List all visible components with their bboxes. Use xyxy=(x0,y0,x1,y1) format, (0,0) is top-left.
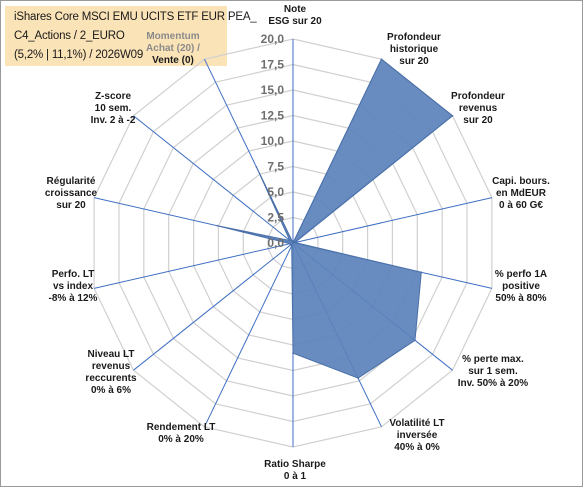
axis-label: Momentum Achat (20) / Vente (0) xyxy=(146,31,200,66)
axis-label: Profondeur revenus sur 20 xyxy=(451,91,505,126)
axis-label: Z-score 10 sem. Inv. 2 à -2 xyxy=(91,91,136,126)
data-point xyxy=(255,165,258,168)
axis-spoke xyxy=(133,242,294,371)
data-point xyxy=(289,239,291,242)
axis-spoke xyxy=(133,115,294,244)
tick-label: 17,5 xyxy=(261,58,285,72)
axis-label: Volatilité LT inversée 40% à 0% xyxy=(389,418,444,453)
tick-label: 5,0 xyxy=(267,185,284,199)
data-point xyxy=(216,225,219,227)
data-point xyxy=(380,58,383,60)
tick-label: 10,0 xyxy=(261,134,285,148)
title-line-1: iShares Core MSCI EMU UCITS ETF EUR PEA_ xyxy=(14,11,257,23)
data-point xyxy=(289,242,291,245)
tick-label: 2,5 xyxy=(267,211,284,225)
data-point xyxy=(451,115,454,117)
data-point xyxy=(414,339,416,342)
axis-spoke xyxy=(93,242,294,289)
axis-label: Régularité croissance sur 20 xyxy=(45,176,98,211)
data-point xyxy=(289,244,292,246)
axis-label: % perfo 1A positive 50% à 80% xyxy=(495,269,547,304)
axis-label: Profondeur historique sur 20 xyxy=(387,32,441,67)
radar-tick-labels: 0,0 2,5 5,0 7,5 10,0 12,5 15,0 17,5 20,0 xyxy=(261,32,285,250)
data-point xyxy=(420,271,423,274)
axis-label: Perfo. LT vs index -8% à 12% xyxy=(49,269,98,304)
axis-label: Rendement LT 0% à 20% xyxy=(147,422,216,445)
chart-title: iShares Core MSCI EMU UCITS ETF EUR PEA_… xyxy=(5,6,257,66)
axis-spoke xyxy=(292,197,493,244)
tick-label: 12,5 xyxy=(261,109,285,123)
data-point xyxy=(294,241,296,244)
tick-label: 15,0 xyxy=(261,83,285,97)
tick-label: 7,5 xyxy=(267,160,284,174)
radar-series xyxy=(216,58,454,379)
axis-label: Niveau LT revenus reccurents 0% à 6% xyxy=(85,349,137,396)
data-point xyxy=(290,245,293,247)
axis-spoke xyxy=(204,242,294,428)
data-point xyxy=(357,377,359,379)
data-point xyxy=(292,352,294,355)
axis-label: Capi. bours. en MdEUR 0 à 60 G€ xyxy=(492,176,550,211)
tick-label: 20,0 xyxy=(261,32,285,46)
axis-label: % perte max. sur 1 sem. Inv. 50% à 20% xyxy=(458,354,529,389)
title-line-3: (5,2% | 11,1%) / 2026W09 xyxy=(14,49,144,61)
axis-label: Note ESG sur 20 xyxy=(268,4,322,27)
radar-axis-labels: Note ESG sur 20 Profondeur historique sur 20… xyxy=(45,4,550,482)
data-point xyxy=(292,242,294,244)
title-line-2: C4_Actions / 2_EURO xyxy=(14,30,125,42)
axis-label: Ratio Sharpe 0 à 1 xyxy=(264,459,326,482)
tick-label: 0,0 xyxy=(267,236,284,250)
